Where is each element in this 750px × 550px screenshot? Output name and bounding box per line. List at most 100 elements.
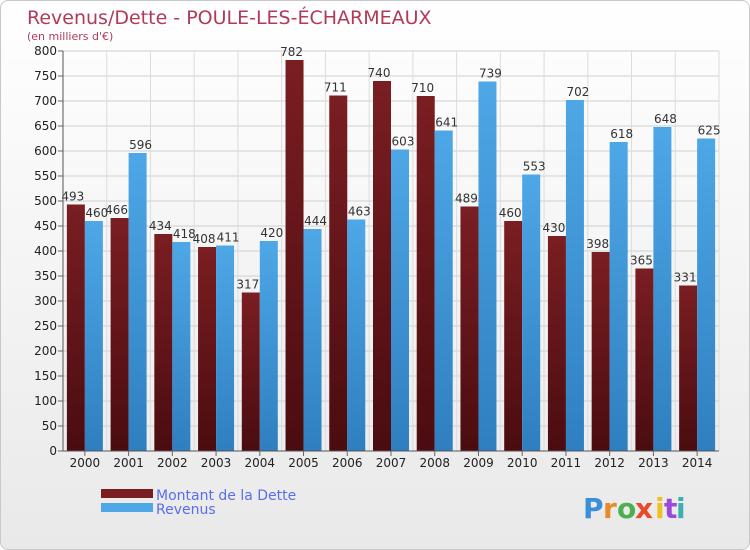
logo-letter: i bbox=[676, 492, 686, 525]
data-label: 444 bbox=[304, 214, 327, 228]
legend-label: Montant de la Dette bbox=[156, 488, 296, 504]
y-tick-label: 550 bbox=[34, 169, 57, 183]
chart-subtitle: (en milliers d'€) bbox=[27, 30, 114, 43]
bar-dette bbox=[110, 218, 129, 451]
bar-dette bbox=[285, 60, 304, 451]
data-label: 365 bbox=[630, 254, 653, 268]
data-label: 740 bbox=[368, 66, 391, 80]
legend-swatch bbox=[101, 503, 153, 512]
bar-dette bbox=[460, 206, 479, 451]
y-tick-label: 450 bbox=[34, 219, 57, 233]
bar-dette bbox=[154, 234, 173, 451]
bar-dette bbox=[241, 292, 260, 451]
bar-revenus bbox=[434, 130, 453, 451]
logo-letter: t bbox=[664, 492, 677, 525]
bar-dette bbox=[635, 268, 654, 451]
data-label: 596 bbox=[129, 138, 152, 152]
y-tick-label: 250 bbox=[34, 319, 57, 333]
x-tick-label: 2013 bbox=[638, 456, 669, 470]
data-label: 408 bbox=[193, 232, 216, 246]
y-tick-label: 750 bbox=[34, 69, 57, 83]
bar-dette bbox=[66, 204, 85, 451]
data-label: 331 bbox=[674, 271, 697, 285]
bar-dette bbox=[329, 95, 348, 451]
bar-dette bbox=[198, 247, 217, 451]
y-tick-label: 700 bbox=[34, 94, 57, 108]
y-tick-label: 350 bbox=[34, 269, 57, 283]
y-tick-label: 600 bbox=[34, 144, 57, 158]
x-tick-label: 2006 bbox=[332, 456, 363, 470]
data-label: 463 bbox=[348, 205, 371, 219]
data-label: 420 bbox=[260, 226, 283, 240]
y-tick-label: 300 bbox=[34, 294, 57, 308]
y-tick-label: 200 bbox=[34, 344, 57, 358]
data-label: 317 bbox=[236, 278, 259, 292]
data-label: 460 bbox=[499, 206, 522, 220]
bar-revenus bbox=[391, 149, 409, 451]
x-tick-label: 2004 bbox=[245, 456, 276, 470]
legend-swatch bbox=[101, 489, 153, 498]
y-tick-label: 400 bbox=[34, 244, 57, 258]
data-label: 641 bbox=[435, 116, 458, 130]
data-label: 466 bbox=[105, 203, 128, 217]
bar-revenus bbox=[303, 229, 322, 451]
y-tick-label: 150 bbox=[34, 369, 57, 383]
x-tick-label: 2007 bbox=[376, 456, 407, 470]
x-tick-label: 2003 bbox=[201, 456, 232, 470]
chart-title: Revenus/Dette - POULE-LES-ÉCHARMEAUX bbox=[27, 7, 432, 29]
logo-letter: o bbox=[617, 492, 636, 525]
data-label: 625 bbox=[698, 124, 721, 138]
data-label: 702 bbox=[566, 85, 589, 99]
data-label: 493 bbox=[61, 190, 84, 204]
data-label: 489 bbox=[455, 192, 478, 206]
x-tick-label: 2012 bbox=[594, 456, 625, 470]
y-tick-label: 800 bbox=[34, 44, 57, 58]
data-label: 553 bbox=[523, 160, 546, 174]
data-label: 411 bbox=[217, 231, 240, 245]
bar-revenus bbox=[347, 219, 366, 451]
bar-revenus bbox=[653, 127, 672, 451]
x-tick-label: 2008 bbox=[419, 456, 450, 470]
data-label: 460 bbox=[85, 206, 108, 220]
x-tick-label: 2010 bbox=[507, 456, 538, 470]
y-tick-label: 650 bbox=[34, 119, 57, 133]
logo-letter: i bbox=[655, 492, 665, 525]
bars bbox=[66, 60, 716, 451]
x-tick-label: 2011 bbox=[551, 456, 582, 470]
logo-letter: P bbox=[583, 492, 604, 525]
x-tick-label: 2009 bbox=[463, 456, 494, 470]
bar-dette bbox=[679, 285, 698, 451]
bar-revenus bbox=[128, 153, 147, 451]
data-label: 430 bbox=[542, 221, 565, 235]
bar-revenus bbox=[478, 81, 497, 451]
data-label: 711 bbox=[324, 81, 347, 95]
y-tick-label: 100 bbox=[34, 394, 57, 408]
legend-label: Revenus bbox=[156, 502, 216, 518]
x-tick-label: 2014 bbox=[682, 456, 713, 470]
bar-revenus bbox=[172, 242, 191, 451]
x-tick-label: 2000 bbox=[70, 456, 101, 470]
bar-revenus bbox=[259, 241, 278, 451]
x-tick-label: 2002 bbox=[157, 456, 188, 470]
y-tick-label: 50 bbox=[42, 419, 57, 433]
data-label: 434 bbox=[149, 219, 172, 233]
bar-revenus bbox=[697, 138, 716, 451]
bar-revenus bbox=[216, 245, 235, 451]
data-label: 782 bbox=[280, 45, 303, 59]
bar-revenus bbox=[609, 142, 628, 451]
data-label: 398 bbox=[586, 237, 609, 251]
data-label: 710 bbox=[411, 81, 434, 95]
logo-letter: x bbox=[635, 492, 653, 525]
bar-dette bbox=[504, 221, 523, 451]
bar-revenus bbox=[522, 174, 541, 451]
data-label: 618 bbox=[610, 127, 633, 141]
axes: 0 50 100 150 200 250 300 350 400 450 500 550 600 650 7… bbox=[34, 44, 719, 470]
x-tick-label: 2005 bbox=[288, 456, 319, 470]
data-label: 418 bbox=[173, 227, 196, 241]
bar-dette bbox=[373, 81, 391, 451]
data-label: 648 bbox=[654, 112, 677, 126]
